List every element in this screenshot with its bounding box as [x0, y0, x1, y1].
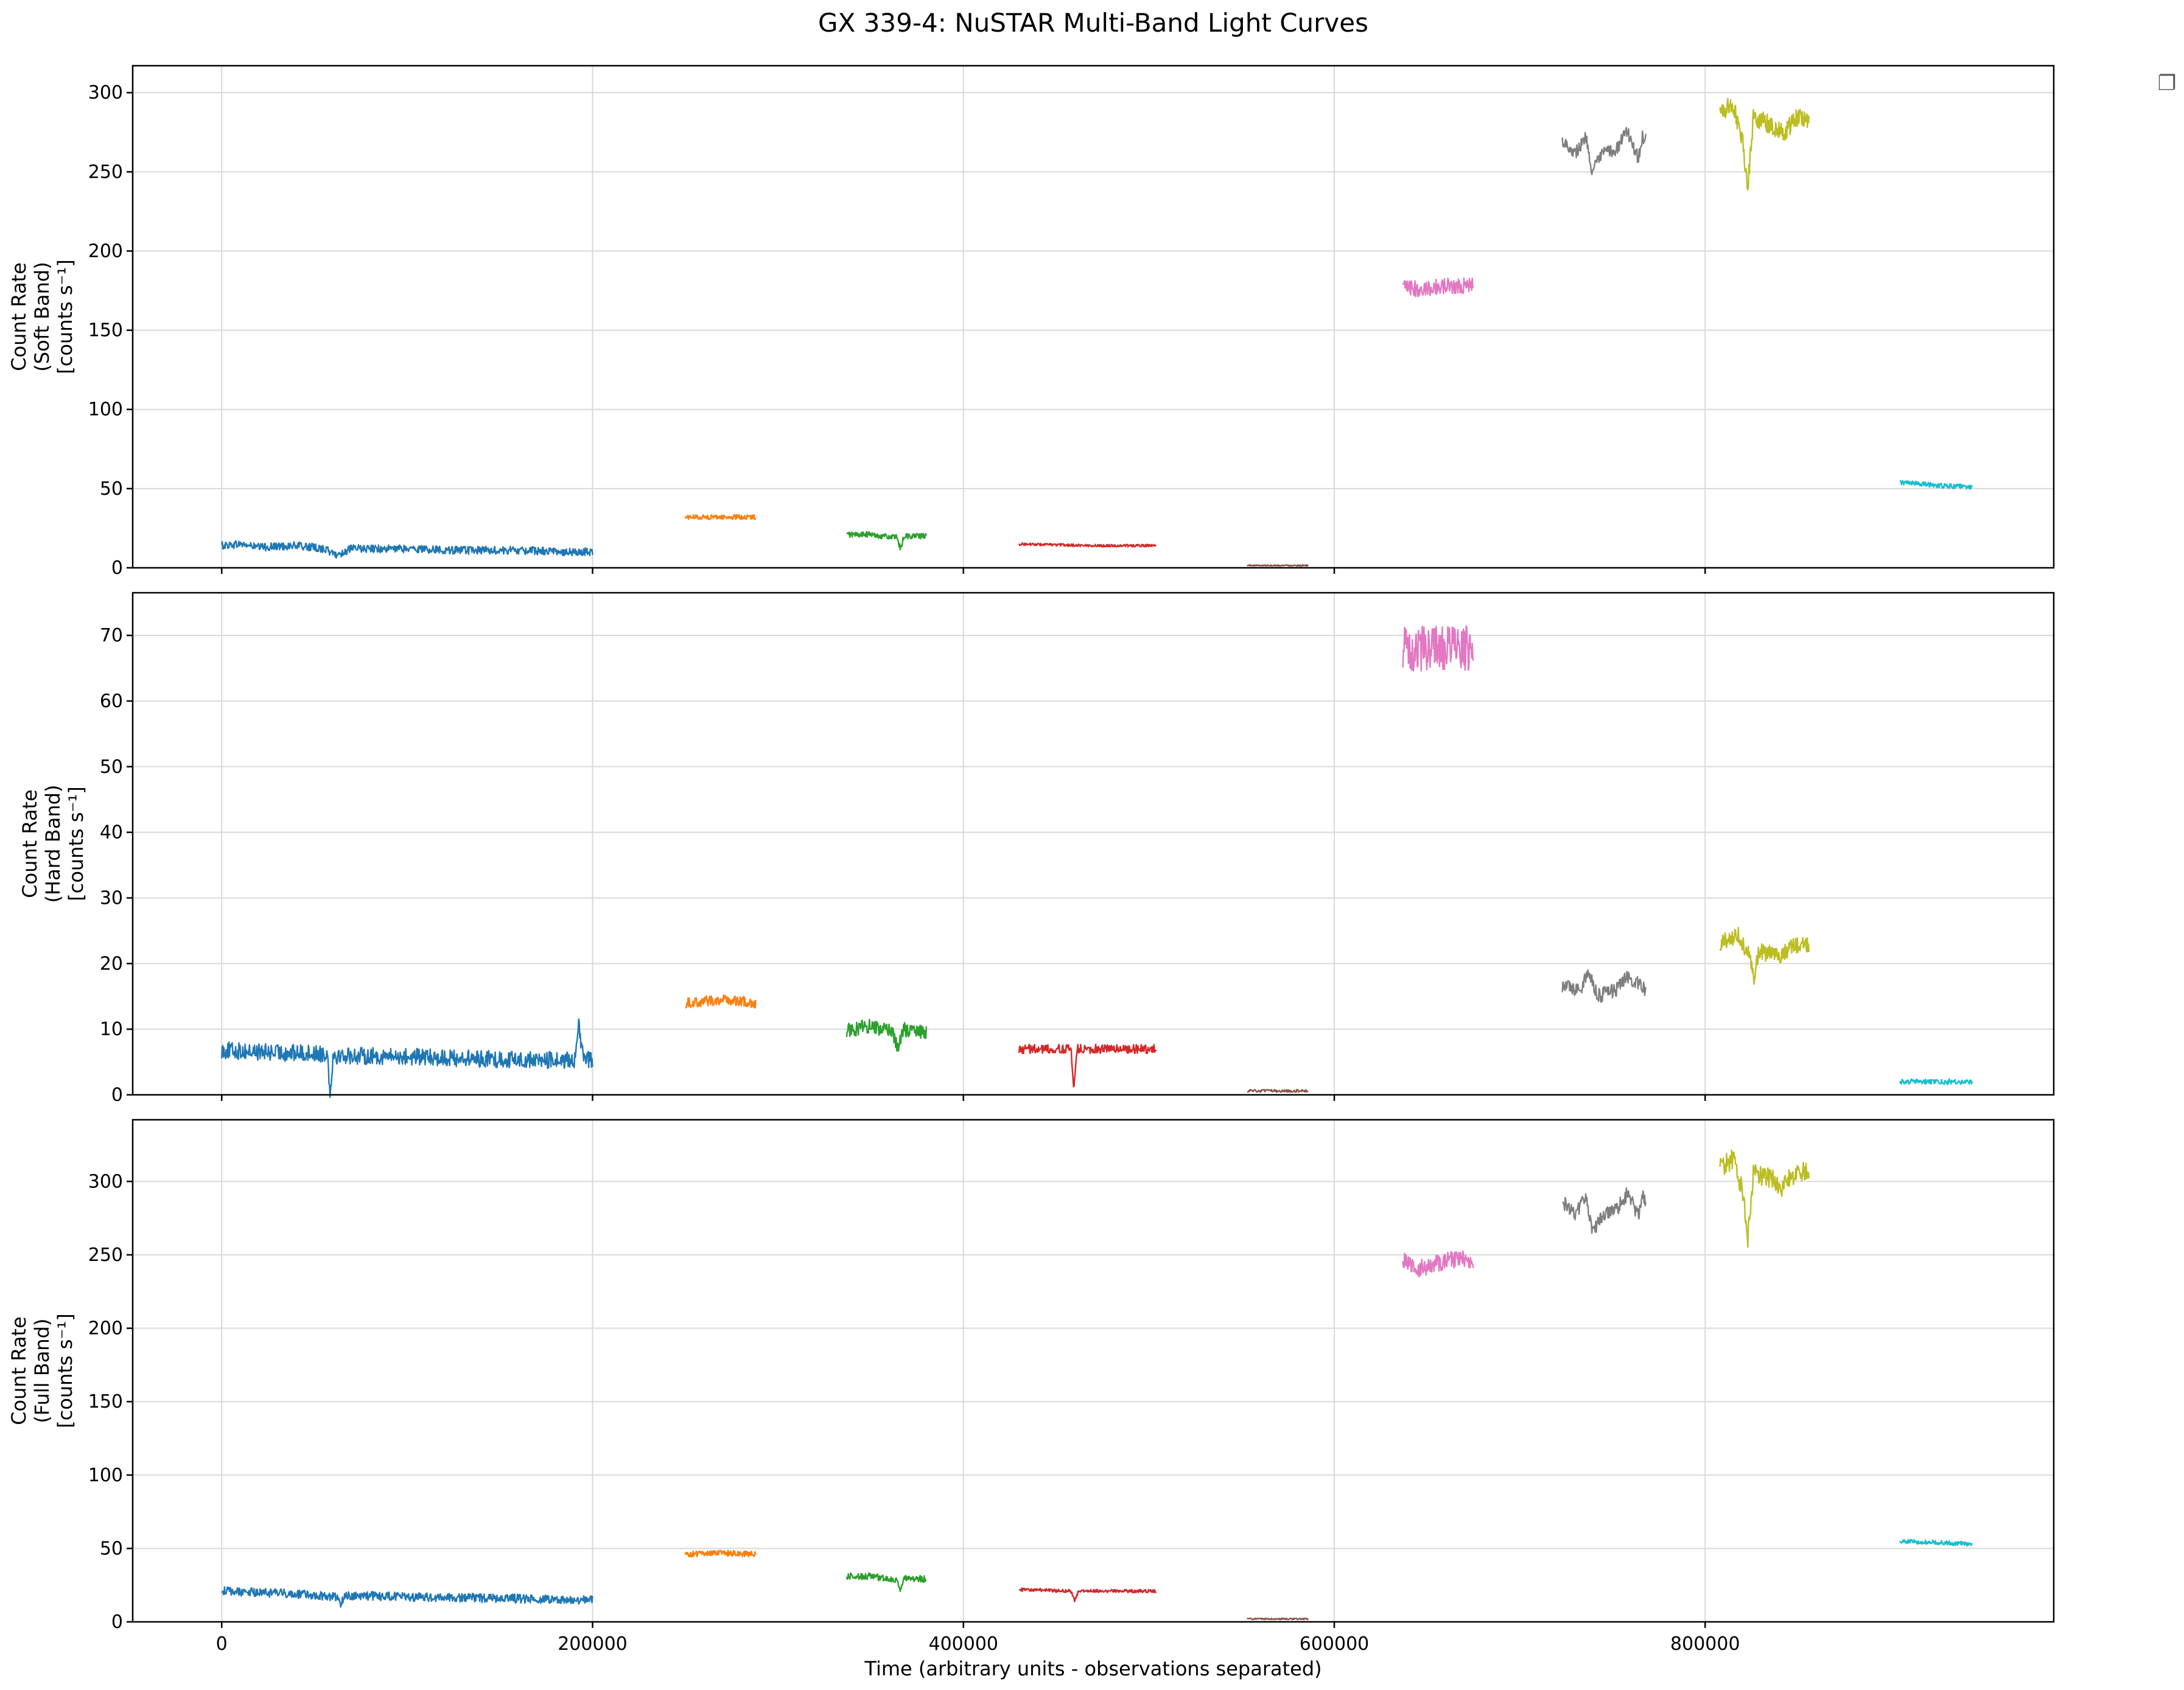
figure-title: GX 339-4: NuSTAR Multi-Band Light Curves	[818, 8, 1368, 38]
y-tick-label: 0	[111, 1611, 123, 1633]
y-tick-label: 300	[88, 82, 123, 103]
y-tick-label: 100	[88, 399, 123, 421]
y-axis-label: Count Rate(Full Band)[counts s⁻¹]	[7, 1313, 77, 1428]
axes-frame	[131, 592, 2055, 1096]
y-axis-label-line: Count Rate	[18, 789, 41, 898]
y-axis-label-line: (Hard Band)	[41, 785, 65, 903]
y-tick-label: 30	[100, 887, 123, 909]
x-tick-label: 0	[216, 1633, 228, 1655]
y-tick-label: 70	[100, 625, 123, 646]
series-line-2	[684, 1549, 757, 1558]
y-tick-label: 0	[111, 557, 123, 579]
y-tick-label: 300	[88, 1171, 123, 1192]
series-line-4	[1018, 1044, 1157, 1088]
series-line-3	[845, 1572, 927, 1592]
series-line-6	[1402, 277, 1474, 298]
y-axis-label-line: [counts s⁻¹]	[54, 1313, 77, 1428]
y-tick-label: 150	[88, 320, 123, 341]
x-tick-label: 200000	[558, 1633, 628, 1655]
y-tick-label: 10	[100, 1019, 123, 1040]
y-tick-label: 0	[111, 1084, 123, 1106]
y-axis-label: Count Rate(Hard Band)[counts s⁻¹]	[18, 785, 88, 903]
series-line-7	[1561, 969, 1647, 1003]
y-tick-label: 50	[100, 756, 123, 778]
y-tick-label: 50	[100, 478, 123, 500]
series-line-1	[221, 1018, 593, 1098]
series-line-5	[1247, 1089, 1309, 1093]
series-line-2	[684, 514, 757, 520]
series-line-9	[1899, 1538, 1973, 1547]
series-line-1	[221, 1586, 593, 1608]
series-line-8	[1719, 98, 1810, 191]
y-tick-label: 20	[100, 953, 123, 974]
y-axis-label-line: Count Rate	[7, 262, 30, 371]
y-tick-label: 200	[88, 240, 123, 262]
y-tick-label: 250	[88, 161, 123, 183]
series-line-3	[846, 531, 927, 551]
series-line-9	[1899, 480, 1973, 490]
y-tick-label: 60	[100, 691, 123, 712]
series-line-8	[1719, 926, 1810, 985]
axes-frame	[131, 65, 2055, 569]
series-line-8	[1719, 1149, 1810, 1248]
y-tick-label: 100	[88, 1465, 123, 1486]
x-tick-label: 400000	[928, 1633, 998, 1655]
y-axis-label: Count Rate(Soft Band)[counts s⁻¹]	[7, 259, 77, 374]
series-line-9	[1899, 1078, 1973, 1085]
series-line-7	[1561, 127, 1647, 175]
series-line-5	[1246, 1617, 1309, 1621]
series-line-4	[1018, 1587, 1157, 1602]
y-tick-label: 40	[100, 822, 123, 843]
x-tick-label: 800000	[1670, 1633, 1740, 1655]
series-line-2	[685, 994, 757, 1009]
series-line-6	[1402, 1250, 1474, 1278]
y-axis-label-line: [counts s⁻¹]	[65, 786, 88, 901]
series-line-4	[1018, 542, 1157, 548]
y-axis-label-line: Count Rate	[7, 1316, 30, 1425]
panel-soft: 0 50 100 150 200 250 300 Count Rate(Soft Band)[…	[7, 65, 2055, 579]
y-tick-label: 50	[100, 1538, 123, 1559]
x-axis-label: Time (arbitrary units - observations sep…	[864, 1657, 1321, 1680]
x-tick-label: 600000	[1300, 1633, 1370, 1655]
y-tick-label: 200	[88, 1318, 123, 1339]
panel-hard: 0 10 20 30 40 50 60 70 Count Rate(Hard Band)[cou…	[18, 592, 2055, 1106]
series-line-3	[845, 1019, 927, 1052]
y-tick-label: 250	[88, 1245, 123, 1266]
y-tick-label: 150	[88, 1391, 123, 1412]
legend-marker: ❐	[2158, 71, 2176, 96]
y-axis-label-line: (Full Band)	[30, 1318, 54, 1423]
series-line-5	[1247, 564, 1309, 567]
axes-frame	[131, 1119, 2055, 1623]
series-line-7	[1562, 1187, 1647, 1234]
panel-full: 0 50 100 150 200 250 300 0 200000 400000 600000 800…	[7, 1119, 2055, 1655]
y-axis-label-line: (Soft Band)	[30, 262, 54, 371]
y-axis-label-line: [counts s⁻¹]	[54, 259, 77, 374]
series-line-6	[1402, 625, 1474, 672]
series-line-1	[221, 540, 593, 559]
